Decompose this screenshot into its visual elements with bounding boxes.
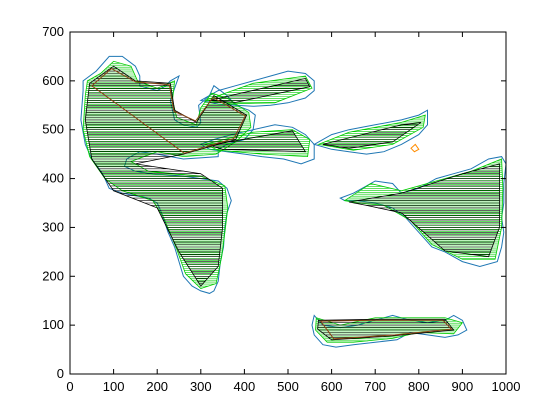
x-tick-label: 700 xyxy=(364,379,386,394)
y-tick-label: 100 xyxy=(42,317,64,332)
x-tick-label: 300 xyxy=(190,379,212,394)
series-2-region-3 xyxy=(209,130,307,153)
series-1-region-4 xyxy=(317,114,426,151)
series-1-region-1 xyxy=(315,317,464,343)
axes: 0 100 200 300 400 500 600 700 800 900 1000 0 100 200 3… xyxy=(42,24,520,394)
x-tick-label: 600 xyxy=(321,379,343,394)
series-1-region-5 xyxy=(205,75,313,105)
series-2-region-5 xyxy=(209,77,311,103)
x-tick-label: 500 xyxy=(277,379,299,394)
y-tick-label: 400 xyxy=(42,171,64,186)
y-tick-label: 600 xyxy=(42,73,64,88)
y-tick-label: 500 xyxy=(42,122,64,137)
series-1-region-3 xyxy=(203,129,311,158)
x-tick-label: 900 xyxy=(452,379,474,394)
series-0-region-4 xyxy=(312,109,428,155)
x-tick-label: 200 xyxy=(146,379,168,394)
x-tick-label: 800 xyxy=(408,379,430,394)
y-tick-label: 700 xyxy=(42,24,64,39)
x-tick-label: 100 xyxy=(103,379,125,394)
y-tick-label: 200 xyxy=(42,268,64,283)
series-3-region-1 xyxy=(319,319,453,340)
y-tick-label: 0 xyxy=(57,366,64,381)
y-tick-label: 300 xyxy=(42,219,64,234)
series-4-region-0 xyxy=(410,143,420,153)
series-0-region-3 xyxy=(199,124,315,165)
x-tick-label: 400 xyxy=(234,379,256,394)
x-tick-label: 0 xyxy=(66,379,73,394)
x-tick-label: 1000 xyxy=(492,379,521,394)
series-0-region-5 xyxy=(199,70,315,107)
plot-data xyxy=(80,55,506,348)
series-3 xyxy=(90,67,453,340)
series-4 xyxy=(410,143,420,153)
series-2-region-1 xyxy=(317,318,455,341)
series-3-region-0 xyxy=(90,67,246,154)
